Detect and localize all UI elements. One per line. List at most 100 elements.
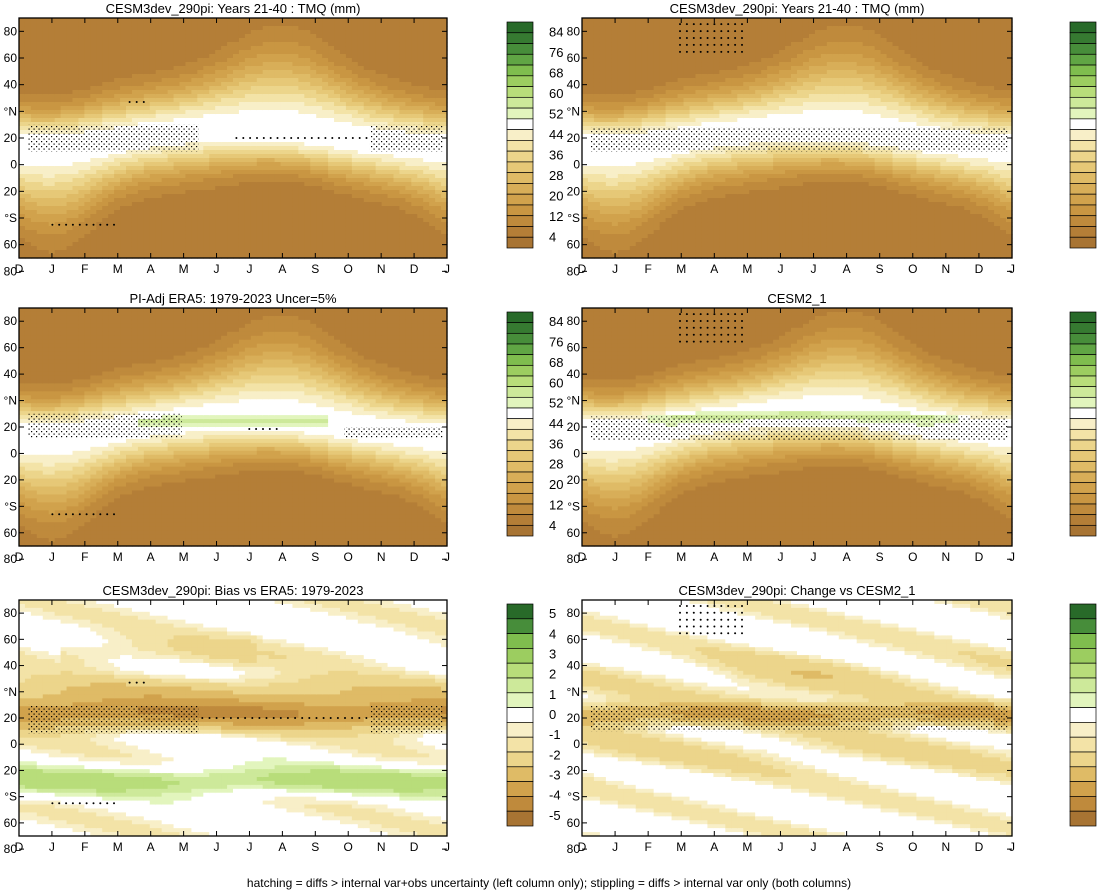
field-cell: [49, 34, 56, 39]
field-cell: [162, 50, 169, 55]
field-cell: [197, 102, 204, 107]
field-cell: [49, 42, 56, 47]
field-cell: [55, 186, 62, 191]
field-cell: [180, 118, 187, 123]
field-cell: [126, 230, 133, 235]
field-cell: [37, 38, 44, 43]
field-cell: [37, 202, 44, 207]
field-cell: [43, 154, 50, 159]
field-cell: [25, 38, 32, 43]
field-cell: [73, 106, 80, 111]
field-cell: [197, 186, 204, 191]
field-cell: [144, 218, 151, 223]
field-cell: [55, 246, 62, 251]
field-cell: [25, 106, 32, 111]
field-cell: [102, 178, 109, 183]
field-cell: [19, 190, 26, 195]
field-cell: [78, 118, 85, 123]
field-cell: [114, 94, 121, 99]
field-cell: [108, 170, 115, 175]
field-cell: [67, 58, 74, 63]
field-cell: [43, 190, 50, 195]
field-cell: [120, 234, 127, 239]
field-cell: [25, 58, 32, 63]
field-cell: [150, 182, 157, 187]
field-cell: [174, 34, 181, 39]
field-cell: [168, 222, 175, 227]
field-cell: [31, 194, 38, 199]
field-cell: [108, 98, 115, 103]
field-cell: [25, 238, 32, 243]
field-cell: [203, 110, 210, 115]
field-cell: [61, 106, 68, 111]
field-cell: [25, 166, 32, 171]
field-cell: [120, 18, 127, 23]
field-cell: [73, 158, 80, 163]
field-cell: [61, 22, 68, 27]
field-cell: [168, 186, 175, 191]
field-cell: [180, 22, 187, 27]
field-cell: [73, 162, 80, 167]
field-cell: [49, 94, 56, 99]
field-cell: [43, 50, 50, 55]
field-cell: [84, 102, 91, 107]
field-cell: [203, 82, 210, 87]
field-cell: [120, 26, 127, 31]
field-cell: [162, 170, 169, 175]
field-cell: [162, 26, 169, 31]
field-cell: [61, 206, 68, 211]
field-cell: [31, 58, 38, 63]
field-cell: [67, 54, 74, 59]
field-cell: [156, 218, 163, 223]
field-cell: [73, 210, 80, 215]
field-cell: [144, 30, 151, 35]
field-cell: [114, 106, 121, 111]
field-cell: [197, 110, 204, 115]
field-cell: [203, 74, 210, 79]
field-cell: [31, 238, 38, 243]
field-cell: [185, 46, 192, 51]
field-cell: [73, 34, 80, 39]
field-cell: [180, 210, 187, 215]
field-cell: [120, 166, 127, 171]
field-cell: [197, 202, 204, 207]
field-cell: [49, 158, 56, 163]
field-cell: [191, 214, 198, 219]
field-cell: [73, 182, 80, 187]
field-cell: [49, 118, 56, 123]
field-cell: [126, 202, 133, 207]
field-cell: [174, 246, 181, 251]
field-cell: [43, 226, 50, 231]
field-cell: [55, 238, 62, 243]
field-cell: [114, 82, 121, 87]
field-cell: [19, 78, 26, 83]
field-cell: [132, 166, 139, 171]
field-cell: [37, 234, 44, 239]
field-cell: [168, 98, 175, 103]
field-cell: [78, 70, 85, 75]
field-cell: [102, 54, 109, 59]
field-cell: [78, 98, 85, 103]
field-cell: [191, 186, 198, 191]
field-cell: [108, 94, 115, 99]
field-cell: [84, 226, 91, 231]
field-cell: [138, 226, 145, 231]
field-cell: [174, 238, 181, 243]
field-cell: [162, 202, 169, 207]
field-cell: [150, 26, 157, 31]
field-cell: [43, 78, 50, 83]
field-cell: [120, 58, 127, 63]
field-cell: [67, 178, 74, 183]
field-cell: [203, 70, 210, 75]
field-cell: [132, 46, 139, 51]
field-cell: [90, 206, 97, 211]
field-cell: [191, 34, 198, 39]
field-cell: [25, 18, 32, 23]
field-cell: [120, 222, 127, 227]
field-cell: [203, 118, 210, 123]
field-cell: [55, 178, 62, 183]
field-cell: [203, 170, 210, 175]
field-cell: [191, 62, 198, 67]
field-cell: [180, 66, 187, 71]
field-cell: [84, 18, 91, 23]
